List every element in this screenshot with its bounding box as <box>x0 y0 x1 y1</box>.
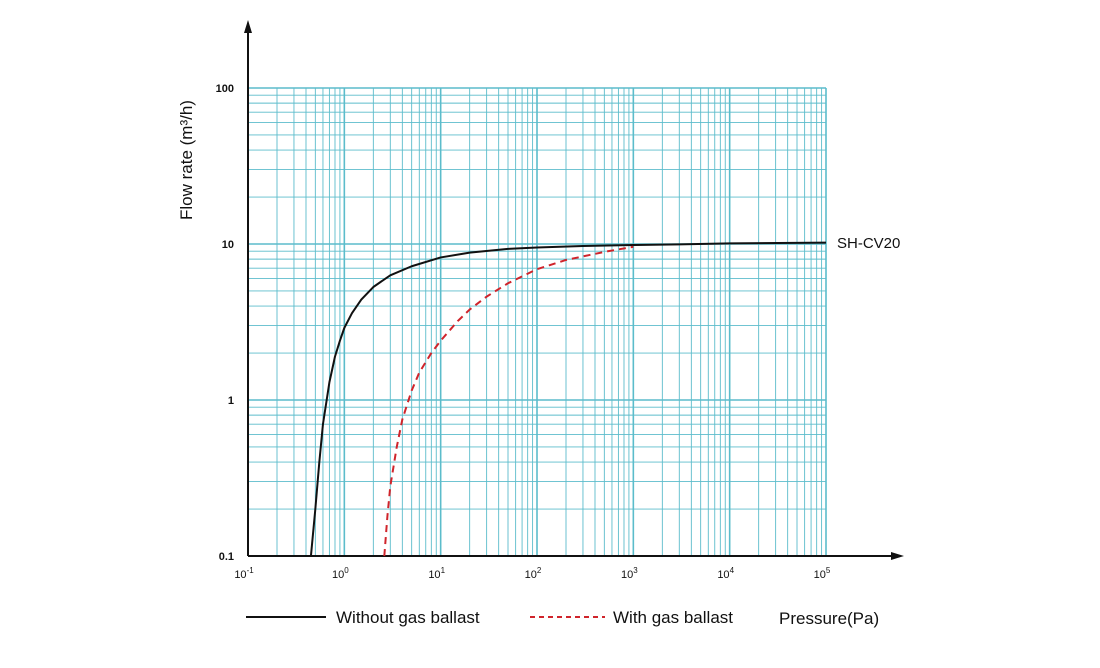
x-tick-label: 10-1 <box>234 566 254 581</box>
x-tick-labels: 10-1 100 101 102 103 104 105 <box>234 566 831 581</box>
y-axis-label: Flow rate (m³/h) <box>177 100 196 220</box>
x-axis-label: Pressure(Pa) <box>779 609 879 628</box>
legend: Without gas ballast With gas ballast <box>246 608 733 627</box>
curves <box>309 241 827 557</box>
legend-label-with-gas-ballast: With gas ballast <box>613 608 733 627</box>
y-axis-arrow <box>244 20 252 33</box>
y-tick-label: 10 <box>222 239 234 251</box>
series-line-2 <box>383 245 634 557</box>
y-tick-label: 100 <box>216 83 234 95</box>
x-tick-label: 105 <box>814 566 831 581</box>
y-tick-labels: 0.1 1 10 100 <box>216 83 234 563</box>
x-tick-label: 100 <box>332 566 349 581</box>
series-label: SH-CV20 <box>837 235 900 252</box>
x-tick-label: 103 <box>621 566 638 581</box>
axes <box>244 20 904 560</box>
grid <box>247 87 827 557</box>
legend-label-without-gas-ballast: Without gas ballast <box>336 608 480 627</box>
series-line-1 <box>309 241 827 557</box>
y-tick-label: 1 <box>228 395 234 407</box>
x-tick-label: 102 <box>525 566 542 581</box>
x-axis-arrow <box>891 552 904 560</box>
x-tick-label: 101 <box>428 566 445 581</box>
y-tick-label: 0.1 <box>219 551 234 563</box>
x-tick-label: 104 <box>717 566 734 581</box>
